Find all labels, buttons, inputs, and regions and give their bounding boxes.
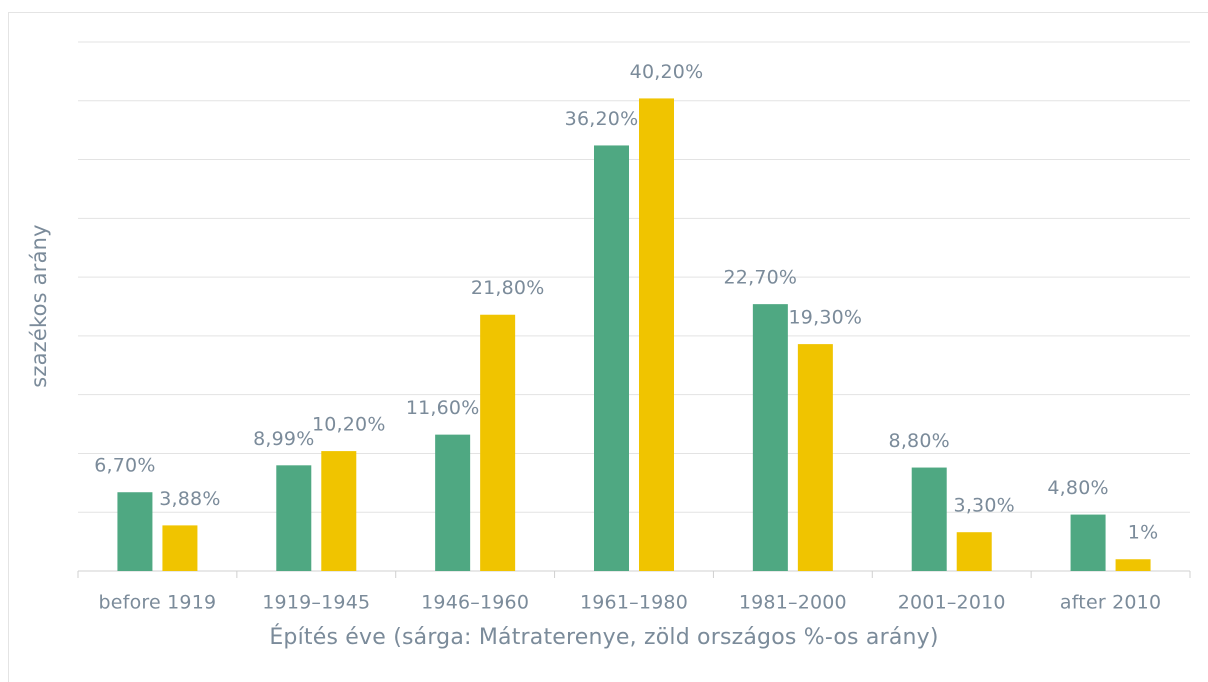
data-label: 11,60%	[406, 397, 480, 419]
x-tick-label: before 1919	[99, 592, 217, 614]
data-label: 36,20%	[565, 108, 639, 130]
bar	[321, 451, 357, 571]
bar	[797, 344, 833, 571]
data-label: 22,70%	[724, 267, 798, 289]
x-tick-label: 1919–1945	[262, 592, 370, 614]
data-label: 21,80%	[471, 277, 545, 299]
data-label: 3,88%	[159, 488, 220, 510]
bar	[956, 532, 992, 571]
bar	[594, 145, 629, 571]
x-tick-label: 1946–1960	[421, 592, 529, 614]
x-tick-label: 2001–2010	[898, 592, 1006, 614]
bar	[911, 467, 947, 571]
x-axis-label: Építés éve (sárga: Mátraterenye, zöld or…	[269, 624, 938, 650]
data-label: 40,20%	[630, 61, 704, 83]
data-label: 8,99%	[253, 428, 314, 450]
bar	[480, 314, 516, 571]
bar	[276, 465, 312, 571]
data-label: 3,30%	[954, 495, 1015, 517]
bar	[1070, 514, 1106, 571]
bar	[639, 98, 674, 571]
data-label: 1%	[1128, 522, 1159, 544]
bar	[117, 492, 153, 571]
data-label: 10,20%	[312, 414, 386, 436]
data-label: 8,80%	[889, 430, 950, 452]
data-label: 4,80%	[1047, 477, 1108, 499]
x-tick-label: 1961–1980	[580, 592, 688, 614]
bar	[435, 434, 471, 571]
data-label: 6,70%	[94, 455, 155, 477]
bar	[162, 525, 198, 571]
x-tick-label: after 2010	[1060, 592, 1161, 614]
frame	[8, 12, 1208, 682]
x-tick-label: 1981–2000	[739, 592, 847, 614]
bar	[1115, 559, 1151, 571]
bar	[752, 304, 788, 571]
data-label: 19,30%	[789, 307, 863, 329]
y-axis-label: szazékos arány	[27, 224, 51, 388]
